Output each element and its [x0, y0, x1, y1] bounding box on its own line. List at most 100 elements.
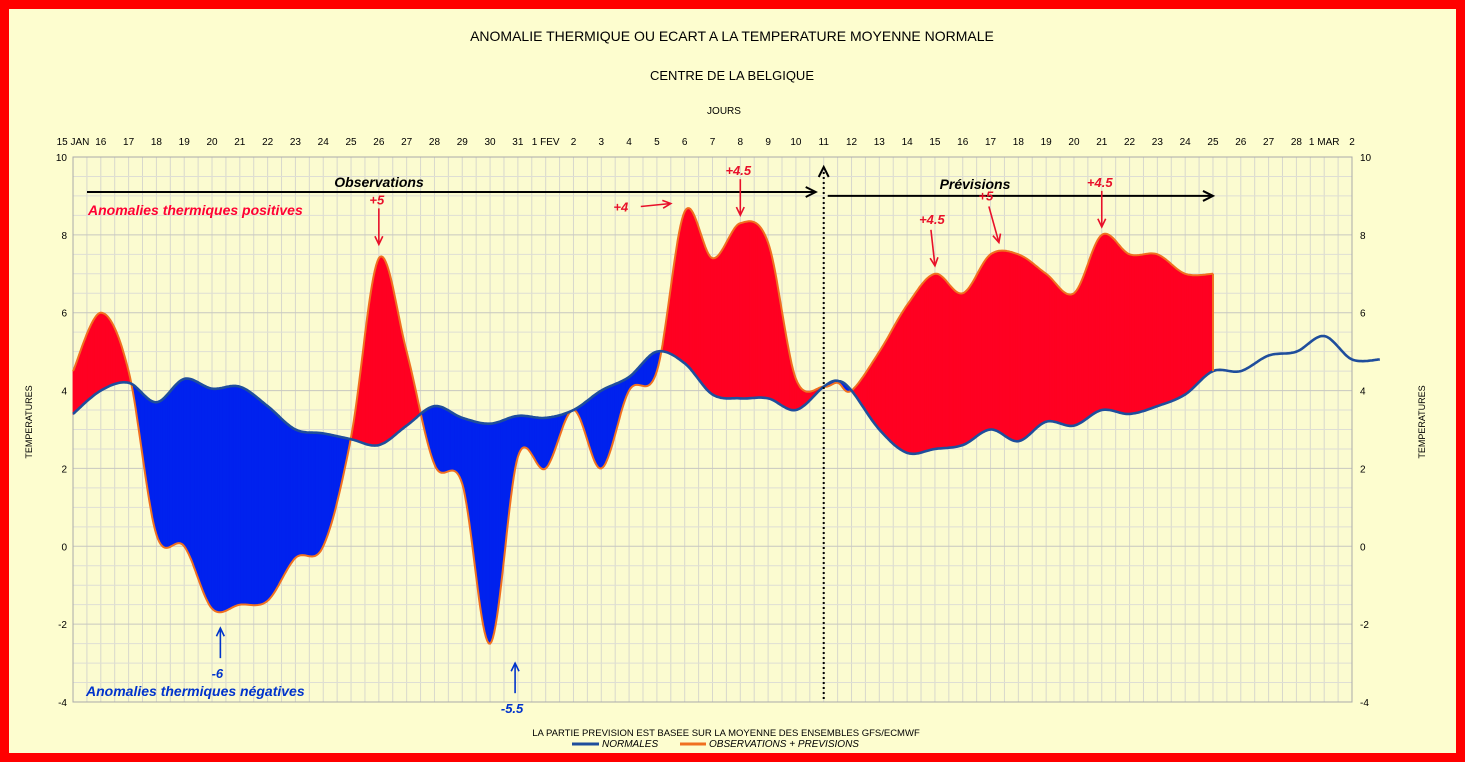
x-tick-label: 15 JAN	[57, 137, 90, 148]
positive-anomaly-arrow-head	[374, 235, 384, 247]
y-tick-label-left: 6	[61, 309, 67, 320]
x-tick-label: 21	[234, 137, 246, 148]
y-tick-label-right: 10	[1360, 153, 1372, 164]
x-tick-label: 24	[1180, 137, 1192, 148]
positive-anomalies-label: Anomalies thermiques positives	[87, 202, 303, 218]
x-tick-label: 26	[373, 137, 385, 148]
previsions-arrow-head	[1202, 190, 1216, 202]
plot-border	[72, 156, 1353, 703]
x-tick-label: 27	[401, 137, 413, 148]
x-tick-label: 26	[1235, 137, 1247, 148]
positive-anomaly-value: +4.5	[725, 163, 751, 178]
x-tick-label: 28	[1291, 137, 1303, 148]
y-tick-label-left: 10	[56, 153, 68, 164]
positive-anomaly-arrow	[640, 202, 671, 208]
x-tick-label: 6	[682, 137, 688, 148]
y-axis-label-right: TEMPERATURES	[1417, 385, 1427, 458]
x-tick-label: 14	[902, 137, 914, 148]
chart-title: ANOMALIE THERMIQUE OU ECART A LA TEMPERA…	[470, 28, 994, 44]
x-axis-label: JOURS	[707, 106, 741, 117]
x-tick-label: 21	[1096, 137, 1108, 148]
observations-label: Observations	[334, 174, 424, 190]
y-tick-label-right: 0	[1360, 542, 1366, 553]
y-tick-label-right: -4	[1360, 698, 1369, 709]
y-tick-label-right: 8	[1360, 231, 1366, 242]
x-tick-label: 19	[179, 137, 191, 148]
y-tick-label-left: -4	[58, 698, 67, 709]
legend-observations-label: OBSERVATIONS + PREVISIONS	[709, 739, 859, 750]
x-tick-label: 20	[206, 137, 218, 148]
legend: NORMALES OBSERVATIONS + PREVISIONS	[572, 739, 859, 750]
x-tick-label: 19	[1041, 137, 1053, 148]
y-tick-label-left: 0	[61, 542, 67, 553]
x-tick-label: 12	[846, 137, 858, 148]
x-tick-label: 11	[819, 137, 830, 148]
positive-anomaly-value: +4	[613, 200, 629, 215]
x-tick-label: 9	[765, 137, 771, 148]
x-tick-label: 2	[571, 137, 577, 148]
y-tick-label-left: 8	[61, 231, 67, 242]
positive-anomaly-arrow-head	[992, 233, 1002, 245]
x-tick-label: 29	[457, 137, 469, 148]
footer-note: LA PARTIE PREVISION EST BASEE SUR LA MOY…	[532, 728, 920, 739]
x-tick-label: 1 FEV	[532, 137, 560, 148]
positive-anomaly-value: +4.5	[1087, 175, 1113, 190]
x-tick-label: 18	[1013, 137, 1025, 148]
x-tick-label: 20	[1068, 137, 1080, 148]
negative-anomaly-value: -5.5	[501, 701, 524, 716]
previsions-label: Prévisions	[940, 176, 1011, 192]
x-tick-label: 3	[599, 137, 605, 148]
y-tick-label-left: 4	[61, 387, 67, 398]
x-tick-label: 15	[929, 137, 941, 148]
y-tick-label-right: 4	[1360, 387, 1366, 398]
x-tick-label: 24	[318, 137, 330, 148]
negative-anomaly-arrow-head	[510, 661, 520, 672]
x-tick-label: 31	[512, 137, 524, 148]
x-tick-label: 28	[429, 137, 441, 148]
negative-anomaly-arrow-head	[215, 626, 225, 637]
observations-previsions-line	[72, 207, 1213, 645]
positive-anomaly-arrow-head	[1097, 218, 1107, 229]
x-tick-label: 2	[1349, 137, 1355, 148]
positive-anomaly-arrow	[930, 229, 936, 266]
x-tick-label: 5	[654, 137, 660, 148]
x-tick-label: 10	[790, 137, 802, 148]
y-tick-label-left: 2	[61, 464, 67, 475]
x-tick-label: 23	[1152, 137, 1164, 148]
positive-anomaly-value: +4.5	[919, 212, 945, 227]
positive-anomaly-arrow-head	[929, 257, 939, 268]
y-tick-label-right: 2	[1360, 464, 1366, 475]
observations-arrow-head	[805, 186, 818, 198]
x-tick-label: 17	[123, 137, 135, 148]
negative-anomaly-value: -6	[212, 666, 224, 681]
x-tick-label: 7	[710, 137, 716, 148]
x-tick-label: 8	[738, 137, 744, 148]
x-tick-label: 22	[1124, 137, 1136, 148]
y-tick-label-left: -2	[58, 620, 67, 631]
temperature-anomaly-chart: 15 JAN 16 17 18 19 20 21 22 23 24 25 26 27 28 29 30 31 1 …	[24, 28, 1427, 750]
positive-anomaly-arrow-head	[735, 206, 745, 218]
x-tick-label: 1 MAR	[1309, 137, 1340, 148]
x-tick-label: 25	[345, 137, 357, 148]
x-tick-label: 22	[262, 137, 274, 148]
x-tick-label: 25	[1207, 137, 1219, 148]
x-tick-label: 18	[151, 137, 163, 148]
forecast-divider-arrowhead	[817, 164, 830, 178]
x-tick-label: 30	[485, 137, 497, 148]
x-tick-label: 27	[1263, 137, 1275, 148]
y-tick-label-right: 6	[1360, 309, 1366, 320]
x-tick-label: 16	[95, 137, 107, 148]
x-tick-label: 16	[957, 137, 969, 148]
y-tick-label-right: -2	[1360, 620, 1369, 631]
y-axis-label-left: TEMPERATURES	[24, 385, 34, 458]
x-tick-label: 4	[626, 137, 632, 148]
x-tick-label: 23	[290, 137, 302, 148]
positive-anomaly-value: +5	[978, 188, 994, 203]
x-tick-label: 13	[874, 137, 886, 148]
normales-line	[72, 334, 1380, 456]
positive-anomaly-arrow	[988, 206, 1000, 243]
positive-anomaly-value: +5	[369, 192, 385, 207]
positive-anomaly-arrow-head	[662, 199, 673, 209]
legend-normales-label: NORMALES	[602, 739, 658, 750]
